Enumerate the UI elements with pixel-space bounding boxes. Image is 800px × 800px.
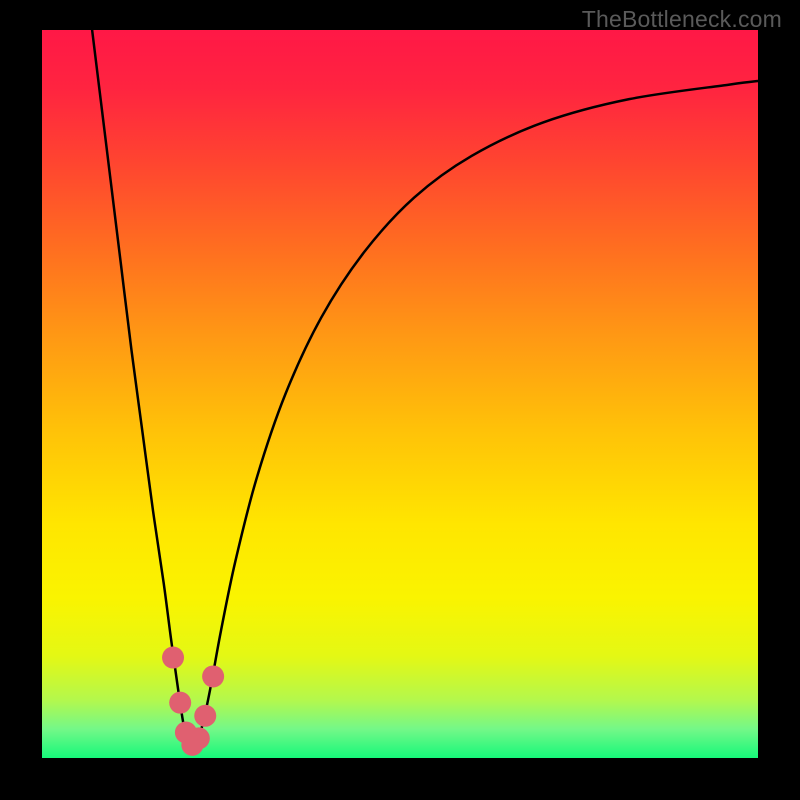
highlight-marker: [188, 727, 210, 749]
highlight-marker: [169, 692, 191, 714]
bottleneck-chart: [0, 0, 800, 800]
watermark-text: TheBottleneck.com: [582, 6, 782, 33]
highlight-marker: [202, 665, 224, 687]
highlight-marker: [194, 705, 216, 727]
gradient-background: [42, 30, 758, 758]
highlight-marker: [162, 647, 184, 669]
chart-container: TheBottleneck.com: [0, 0, 800, 800]
